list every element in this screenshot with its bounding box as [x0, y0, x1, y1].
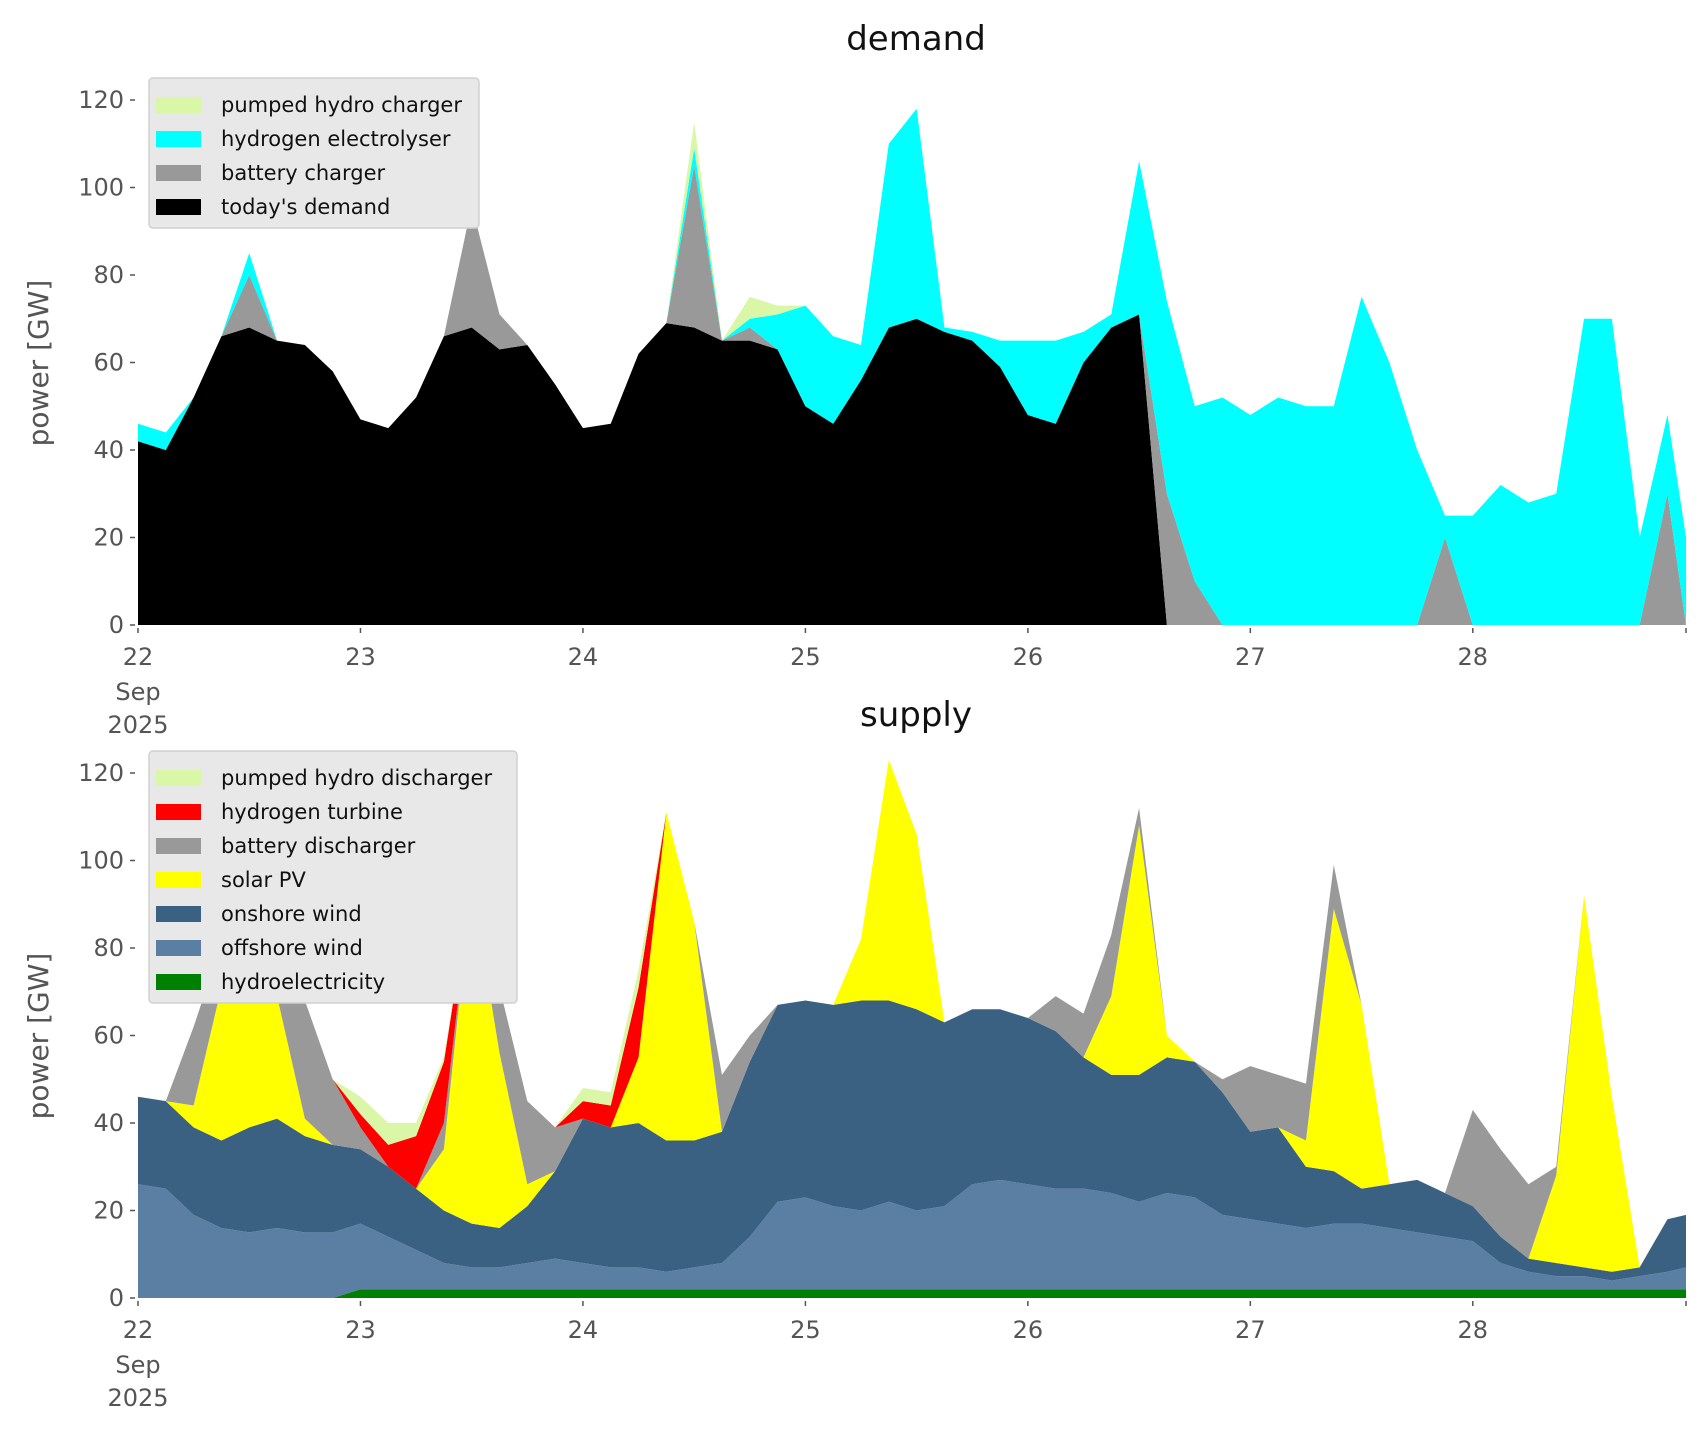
y-tick-label: 80 — [93, 261, 124, 289]
x-tick-sublabel: Sep — [115, 1351, 160, 1379]
x-tick-label: 27 — [1235, 643, 1266, 671]
legend-box — [148, 77, 480, 229]
legend-label-hydrogen-electrolyser: hydrogen electrolyser — [221, 127, 451, 151]
supply-panel: supply power [GW] 0 20 40 60 80 100 120 22 Sep 20… — [22, 695, 1687, 1412]
x-tick-label: 25 — [790, 643, 821, 671]
area-solar-pv — [138, 759, 1686, 1272]
legend-swatch-battery-charger — [156, 165, 201, 181]
legend-label-battery-discharger: battery discharger — [221, 834, 416, 858]
x-tick-sublabel: Sep — [115, 678, 160, 706]
legend-label-solar-pv: solar PV — [221, 868, 306, 892]
x-tick-label: 25 — [790, 1316, 821, 1344]
legend-swatch-onshore-wind — [156, 906, 201, 922]
y-tick-label: 40 — [93, 1109, 124, 1137]
y-tick-label: 80 — [93, 934, 124, 962]
legend-swatch-pumped-hydro-discharger — [156, 770, 201, 786]
x-tick-label: 26 — [1013, 643, 1044, 671]
demand-legend: pumped hydro charger hydrogen electrolyse… — [148, 77, 480, 229]
y-tick-label: 40 — [93, 436, 124, 464]
legend-label-onshore-wind: onshore wind — [221, 902, 362, 926]
demand-y-axis-label: power [GW] — [22, 280, 55, 447]
y-tick-label: 120 — [78, 86, 124, 114]
x-tick-label: 26 — [1013, 1316, 1044, 1344]
demand-panel: demand power [GW] 0 20 40 60 80 100 120 22 Sep 20… — [22, 19, 1687, 739]
supply-y-axis-label: power [GW] — [22, 953, 55, 1120]
y-tick-label: 100 — [78, 174, 124, 202]
y-tick-label: 20 — [93, 1197, 124, 1225]
demand-axes: 0 20 40 60 80 100 120 22 Sep 2025 23 24 25 26 27 28 — [78, 86, 1687, 739]
area-hydroelectricity — [138, 1289, 1686, 1298]
y-tick-label: 0 — [109, 611, 124, 639]
legend-swatch-hydrogen-turbine — [156, 804, 201, 820]
supply-axes: 0 20 40 60 80 100 120 22 Sep 2025 23 24 25 26 27 28 — [78, 759, 1687, 1412]
y-tick-label: 0 — [109, 1284, 124, 1312]
x-tick-label: 28 — [1458, 643, 1489, 671]
legend-swatch-hydrogen-electrolyser — [156, 131, 201, 147]
x-tick-label: 22 — [123, 643, 154, 671]
legend-label-hydrogen-turbine: hydrogen turbine — [221, 800, 403, 824]
legend-swatch-hydroelectricity — [156, 974, 201, 990]
area-onshore-wind — [138, 1000, 1686, 1281]
demand-areas — [138, 108, 1686, 625]
y-tick-label: 20 — [93, 524, 124, 552]
area-today-s-demand — [138, 314, 1686, 625]
supply-areas — [138, 759, 1686, 1298]
x-tick-label: 23 — [345, 643, 376, 671]
x-tick-label: 28 — [1458, 1316, 1489, 1344]
supply-legend: pumped hydro discharger hydrogen turbine b… — [148, 750, 518, 1004]
legend-label-pumped-hydro-discharger: pumped hydro discharger — [221, 766, 492, 790]
x-tick-sublabel: 2025 — [107, 1384, 168, 1412]
legend-label-battery-charger: battery charger — [221, 161, 386, 185]
x-tick-label: 24 — [568, 1316, 599, 1344]
area-hydrogen-electrolyser — [138, 108, 1686, 625]
legend-label-today-s-demand: today's demand — [221, 195, 390, 219]
legend-swatch-pumped-hydro-charger — [156, 97, 201, 113]
x-tick-label: 22 — [123, 1316, 154, 1344]
legend-swatch-offshore-wind — [156, 940, 201, 956]
legend-label-pumped-hydro-charger: pumped hydro charger — [221, 93, 462, 117]
legend-label-offshore-wind: offshore wind — [221, 936, 363, 960]
legend-box — [148, 750, 518, 1004]
area-battery-discharger — [138, 759, 1686, 1268]
demand-title: demand — [846, 19, 986, 59]
x-tick-label: 24 — [568, 643, 599, 671]
legend-label-hydroelectricity: hydroelectricity — [221, 970, 385, 994]
x-tick-label: 27 — [1235, 1316, 1266, 1344]
x-tick-label: 23 — [345, 1316, 376, 1344]
legend-swatch-today-s-demand — [156, 199, 201, 215]
y-tick-label: 60 — [93, 349, 124, 377]
legend-swatch-solar-pv — [156, 872, 201, 888]
y-tick-label: 120 — [78, 759, 124, 787]
legend-swatch-battery-discharger — [156, 838, 201, 854]
supply-title: supply — [860, 695, 972, 735]
y-tick-label: 100 — [78, 847, 124, 875]
y-tick-label: 60 — [93, 1022, 124, 1050]
area-offshore-wind — [138, 1179, 1686, 1298]
x-tick-sublabel: 2025 — [107, 711, 168, 739]
